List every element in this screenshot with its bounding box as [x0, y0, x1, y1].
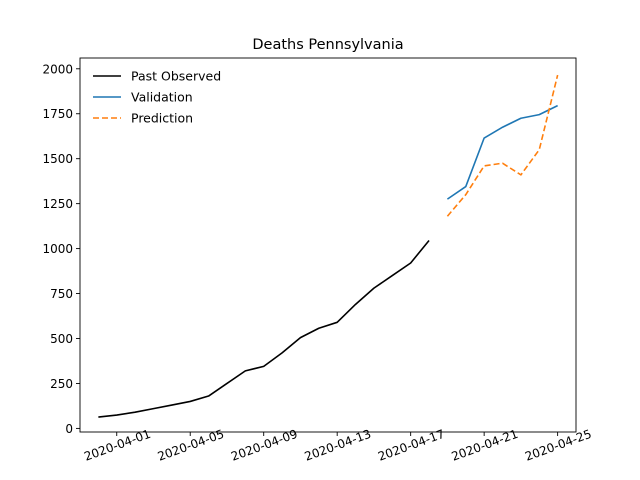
legend-label-past-observed: Past Observed	[131, 69, 221, 84]
chart-title: Deaths Pennsylvania	[252, 37, 403, 53]
y-tick-label: 750	[50, 287, 73, 301]
legend-label-prediction: Prediction	[131, 111, 193, 126]
y-tick-label: 1500	[42, 152, 73, 166]
y-tick-label: 250	[50, 377, 73, 391]
legend: Past Observed Validation Prediction	[93, 69, 221, 126]
series-line-past-observed	[98, 239, 430, 418]
y-tick-label: 2000	[42, 62, 73, 76]
y-tick-label: 1250	[42, 197, 73, 211]
series-line-validation	[446, 104, 558, 200]
legend-label-validation: Validation	[131, 90, 193, 105]
axes-frame	[79, 57, 577, 433]
y-tick-label: 0	[65, 422, 73, 436]
y-tick-label: 1000	[42, 242, 73, 256]
axes: 0250500750100012501500175020002020-04-01…	[42, 57, 593, 464]
series-line-prediction	[446, 74, 559, 217]
plot-area	[98, 74, 559, 418]
y-tick-label: 500	[50, 332, 73, 346]
y-tick-label: 1750	[42, 107, 73, 121]
